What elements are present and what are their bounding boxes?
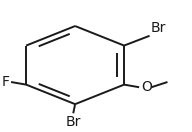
Text: F: F (1, 75, 9, 89)
Text: O: O (141, 80, 152, 94)
Text: Br: Br (151, 21, 166, 35)
Text: Br: Br (65, 115, 81, 129)
